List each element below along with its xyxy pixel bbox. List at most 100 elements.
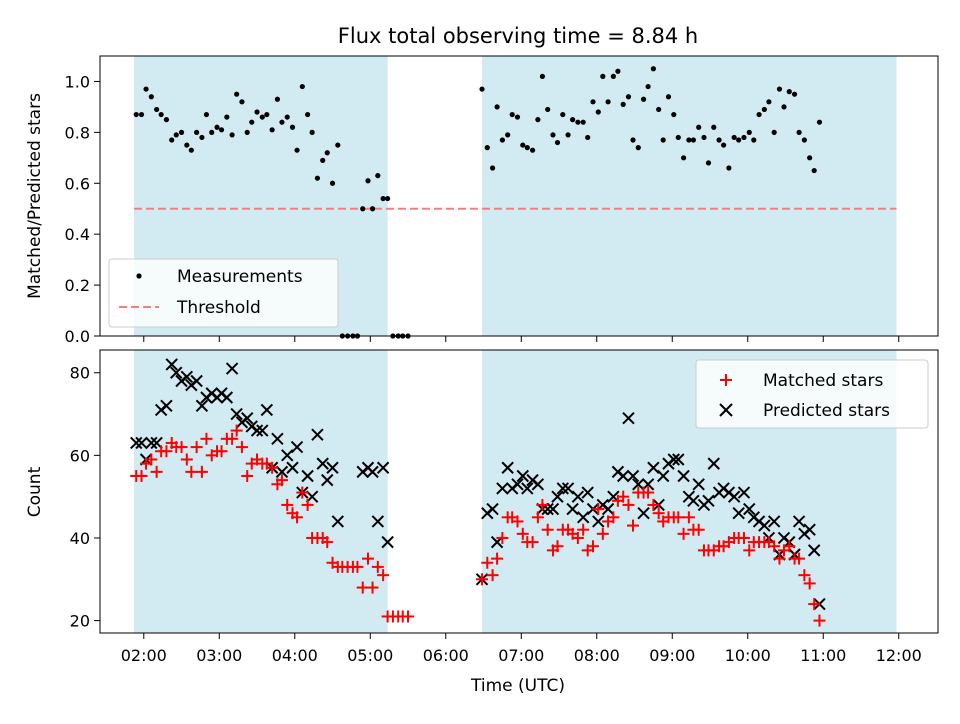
measurement-point-98 <box>696 124 702 130</box>
measurement-point-28 <box>274 96 281 102</box>
measurement-point-30 <box>284 114 290 120</box>
predicted-point-98 <box>732 506 745 520</box>
measurement-point-60 <box>505 132 511 138</box>
legend-matched-label: Matched stars <box>763 371 883 391</box>
measurement-point-113 <box>771 129 777 135</box>
measurement-point-40 <box>335 142 341 148</box>
measurement-point-93 <box>671 111 677 118</box>
matched-point-46 <box>362 552 375 565</box>
predicted-point-112 <box>803 523 816 536</box>
measurement-point-75 <box>580 119 586 125</box>
measurement-point-27 <box>269 127 275 133</box>
measurement-point-55 <box>479 86 485 92</box>
matched-point-21 <box>235 441 248 454</box>
predicted-point-81 <box>647 461 660 474</box>
measurement-point-120 <box>807 155 813 161</box>
xtick-label-5: 07:00 <box>498 646 544 665</box>
measurement-point-67 <box>539 73 546 79</box>
matched-point-108 <box>743 544 756 557</box>
top-y-axis-label: Matched/Predicted stars <box>25 93 45 299</box>
matched-point-107 <box>737 531 750 544</box>
matched-point-29 <box>275 474 288 487</box>
measurement-point-29 <box>279 119 285 125</box>
matched-point-44 <box>351 560 364 573</box>
xtick-label-2: 04:00 <box>272 646 318 665</box>
matched-point-121 <box>808 598 821 611</box>
measurement-point-15 <box>209 129 215 135</box>
predicted-point-44 <box>371 515 385 528</box>
predicted-point-64 <box>561 482 575 495</box>
measurement-point-96 <box>686 137 692 143</box>
top-legend: Measurements Threshold <box>108 258 339 328</box>
predicted-point-51 <box>496 482 509 495</box>
matched-point-22 <box>241 470 254 483</box>
predicted-point-25 <box>256 424 269 437</box>
matched-point-34 <box>301 498 314 511</box>
measurement-point-108 <box>746 129 752 135</box>
matched-point-120 <box>803 577 816 590</box>
matched-point-81 <box>607 511 620 524</box>
ratio-panel: 0.0 0.2 0.4 0.6 0.8 1.0 Matched/Predicted sta… <box>25 55 939 346</box>
bottom-x-axis: 02:00 03:00 04:00 05:00 06:00 07:00 08:00 09:00… <box>121 633 922 665</box>
matched-point-94 <box>672 511 685 524</box>
predicted-point-43 <box>366 465 379 479</box>
measurement-point-84 <box>625 94 632 100</box>
measurement-point-35 <box>309 129 315 135</box>
measurement-point-57 <box>489 165 496 171</box>
measurement-point-85 <box>630 137 636 143</box>
predicted-point-13 <box>195 399 209 412</box>
predicted-point-28 <box>271 432 284 446</box>
xtick-label-1: 03:00 <box>196 646 242 665</box>
measurement-point-69 <box>550 132 556 138</box>
observing-windows-top <box>133 56 897 336</box>
measurement-point-11 <box>188 147 194 153</box>
measurement-point-48 <box>375 173 381 179</box>
matched-point-17 <box>215 445 228 458</box>
measurement-point-25 <box>259 114 265 120</box>
matched-point-38 <box>321 536 334 549</box>
measurement-point-38 <box>324 150 330 156</box>
measurement-point-79 <box>600 73 606 79</box>
measurement-point-88 <box>645 83 651 90</box>
predicted-point-24 <box>250 424 264 437</box>
xtick-label-6: 08:00 <box>574 646 620 665</box>
predicted-point-19 <box>225 362 239 375</box>
predicted-point-99 <box>737 486 751 499</box>
measurement-point-99 <box>701 134 707 141</box>
predicted-point-30 <box>281 449 294 462</box>
observing-window-0 <box>133 350 388 633</box>
predicted-point-34 <box>301 469 314 483</box>
measurement-point-109 <box>751 137 757 143</box>
observing-window-1 <box>482 56 897 336</box>
chart-title: Flux total observing time = 8.84 h <box>338 24 698 48</box>
predicted-point-62 <box>551 490 564 503</box>
measurement-point-94 <box>675 134 681 141</box>
measurement-point-115 <box>781 104 787 110</box>
matched-point-12 <box>190 441 203 454</box>
predicted-point-31 <box>286 461 299 474</box>
predicted-point-67 <box>576 511 590 524</box>
matched-point-19 <box>226 432 239 445</box>
legend-threshold-label: Threshold <box>176 298 261 318</box>
xtick-label-10: 12:00 <box>876 646 922 665</box>
measurement-point-3 <box>148 94 154 100</box>
bottom-ytick-label-1: 40 <box>70 529 90 548</box>
matched-point-63 <box>516 527 529 540</box>
measurement-point-89 <box>650 66 656 72</box>
measurement-point-82 <box>615 68 621 74</box>
matched-point-13 <box>195 465 208 478</box>
predicted-point-46 <box>381 535 394 549</box>
xtick-label-0: 02:00 <box>121 646 167 665</box>
measurement-point-49 <box>380 195 386 202</box>
measurement-point-70 <box>554 139 561 146</box>
matched-point-74 <box>571 531 584 544</box>
measurement-point-10 <box>184 142 190 148</box>
matched-point-27 <box>266 461 279 474</box>
matched-point-95 <box>677 527 690 540</box>
measurement-point-95 <box>680 155 687 161</box>
measurement-point-59 <box>499 137 505 143</box>
measurement-point-14 <box>203 111 210 118</box>
matched-point-113 <box>768 540 781 553</box>
predicted-point-7 <box>165 358 178 371</box>
matched-point-116 <box>783 540 796 553</box>
